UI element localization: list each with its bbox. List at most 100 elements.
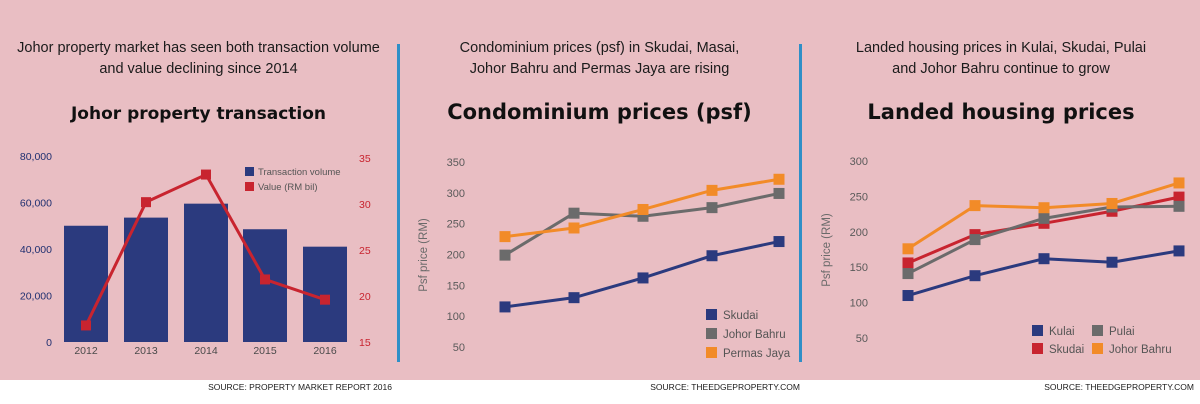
panel2-subtitle-line1: Condominium prices (psf) in Skudai, Masa…: [459, 40, 740, 56]
legend-swatch-skudai: [706, 309, 717, 320]
y-axis-label: Psf price (RM): [821, 213, 833, 287]
legend-label-johor-bahru: Johor Bahru: [1109, 344, 1172, 356]
series-point-pulai: [1038, 212, 1050, 224]
y-tick-250: 250: [447, 219, 465, 231]
series-point-permas-jaya: [499, 231, 511, 243]
panel2-source: SOURCE: THEEDGEPROPERTY.COM: [650, 382, 800, 392]
legend-label-value: Value (RM bil): [258, 182, 317, 193]
panel2-subtitle-line2: Johor Bahru and Permas Jaya are rising: [469, 61, 730, 77]
legend-label-permas-jaya: Permas Jaya: [723, 348, 791, 360]
legend-swatch-johor-bahru: [706, 328, 717, 339]
series-point-permas-jaya: [706, 184, 718, 196]
series-line-johor-bahru: [504, 191, 780, 257]
bar-2014: [184, 203, 228, 342]
series-point-skudai: [499, 301, 511, 313]
legend-swatch-value: [245, 182, 254, 191]
right-axis-tick: 15: [359, 337, 371, 349]
series-point-skudai: [637, 272, 649, 284]
y-tick-300: 300: [447, 188, 465, 200]
panel1-subtitle: Johor property market has seen both tran…: [0, 38, 397, 80]
series-point-kulai: [1106, 256, 1118, 268]
legend-label-transaction-volume: Transaction volume: [258, 167, 341, 178]
panel3-chart-title: Landed housing prices: [867, 100, 1135, 124]
y-tick-200: 200: [447, 250, 465, 262]
series-point-permas-jaya: [773, 173, 785, 185]
series-point-skudai: [1173, 191, 1185, 203]
y-tick-200: 200: [850, 227, 868, 239]
panel3-subtitle: Landed housing prices in Kulai, Skudai, …: [802, 38, 1200, 80]
legend-swatch-johor-bahru: [1092, 343, 1103, 354]
left-axis-tick: 0: [46, 337, 52, 349]
divider-left: [397, 44, 400, 362]
right-axis-tick: 30: [359, 199, 371, 211]
y-tick-150: 150: [447, 280, 465, 292]
series-point-skudai: [902, 257, 914, 269]
panel3-subtitle-line2: and Johor Bahru continue to grow: [892, 61, 1110, 77]
series-point-skudai: [568, 292, 580, 304]
left-axis-tick: 20,000: [20, 291, 52, 303]
value-point-2016: [320, 294, 330, 305]
y-tick-50: 50: [453, 342, 465, 354]
series-point-johor-bahru: [1173, 177, 1185, 189]
series-point-permas-jaya: [637, 203, 649, 215]
legend-swatch-transaction-volume: [245, 167, 254, 176]
legend-swatch-pulai: [1092, 325, 1103, 336]
legend-label-skudai: Skudai: [723, 310, 758, 322]
value-point-2014: [201, 169, 211, 180]
series-point-johor-bahru: [499, 249, 511, 261]
series-point-permas-jaya: [568, 222, 580, 234]
panel1-subtitle-line2: and value declining since 2014: [99, 61, 298, 77]
series-point-kulai: [1038, 253, 1050, 265]
series-point-kulai: [1173, 245, 1185, 257]
value-point-2015: [260, 274, 270, 285]
right-axis-tick: 25: [359, 245, 371, 257]
legend-label-kulai: Kulai: [1049, 326, 1075, 338]
panel1-chart-title: Johor property transaction: [70, 104, 327, 124]
left-axis-tick: 80,000: [20, 151, 52, 163]
right-axis-tick: 35: [359, 153, 371, 165]
y-tick-100: 100: [850, 298, 868, 310]
chart-property-transaction: 0 20,000 40,000 60,000 80,000 15 20 25 30 35 2012 2…: [20, 151, 371, 357]
series-point-skudai: [706, 250, 718, 262]
legend-label-johor-bahru: Johor Bahru: [723, 329, 786, 341]
left-axis-tick: 60,000: [20, 198, 52, 210]
series-point-kulai: [969, 270, 981, 282]
series-point-johor-bahru: [902, 243, 914, 255]
series-point-johor-bahru: [1038, 202, 1050, 214]
y-tick-150: 150: [850, 262, 868, 274]
footer-strip: [0, 380, 1200, 404]
panel2-subtitle: Condominium prices (psf) in Skudai, Masa…: [400, 38, 799, 80]
series-point-pulai: [1173, 200, 1185, 212]
divider-right: [799, 44, 802, 362]
right-axis-tick: 20: [359, 291, 371, 303]
panel2-chart-title: Condominium prices (psf): [447, 100, 752, 124]
legend-label-skudai: Skudai: [1049, 344, 1084, 356]
chart-condominium-prices: 50 100 150 200 250 300 350 Psf price (RM) Skudai…: [418, 157, 791, 360]
chart-landed-housing-prices: 50 100 150 200 250 300 Psf price (RM) Kulai Skud…: [821, 156, 1185, 356]
y-tick-350: 350: [447, 157, 465, 169]
value-point-2012: [81, 320, 91, 331]
value-point-2013: [141, 197, 151, 208]
series-point-kulai: [902, 290, 914, 302]
panel1-source: SOURCE: PROPERTY MARKET REPORT 2016: [208, 382, 392, 392]
y-tick-300: 300: [850, 156, 868, 168]
series-point-johor-bahru: [969, 200, 981, 212]
x-tick-2016: 2016: [313, 345, 337, 357]
series-point-johor-bahru: [1106, 197, 1118, 209]
panel3-source: SOURCE: THEEDGEPROPERTY.COM: [1044, 382, 1194, 392]
legend-label-pulai: Pulai: [1109, 326, 1135, 338]
legend-swatch-skudai: [1032, 343, 1043, 354]
series-point-pulai: [969, 234, 981, 246]
series-point-johor-bahru: [637, 210, 649, 222]
series-point-johor-bahru: [773, 187, 785, 199]
x-tick-2013: 2013: [134, 345, 158, 357]
panel1-subtitle-line1: Johor property market has seen both tran…: [17, 40, 380, 56]
y-tick-50: 50: [856, 333, 868, 345]
series-point-pulai: [902, 268, 914, 280]
x-tick-2012: 2012: [74, 345, 98, 357]
y-tick-100: 100: [447, 311, 465, 323]
series-point-johor-bahru: [706, 202, 718, 214]
panel3-subtitle-line1: Landed housing prices in Kulai, Skudai, …: [855, 40, 1147, 56]
